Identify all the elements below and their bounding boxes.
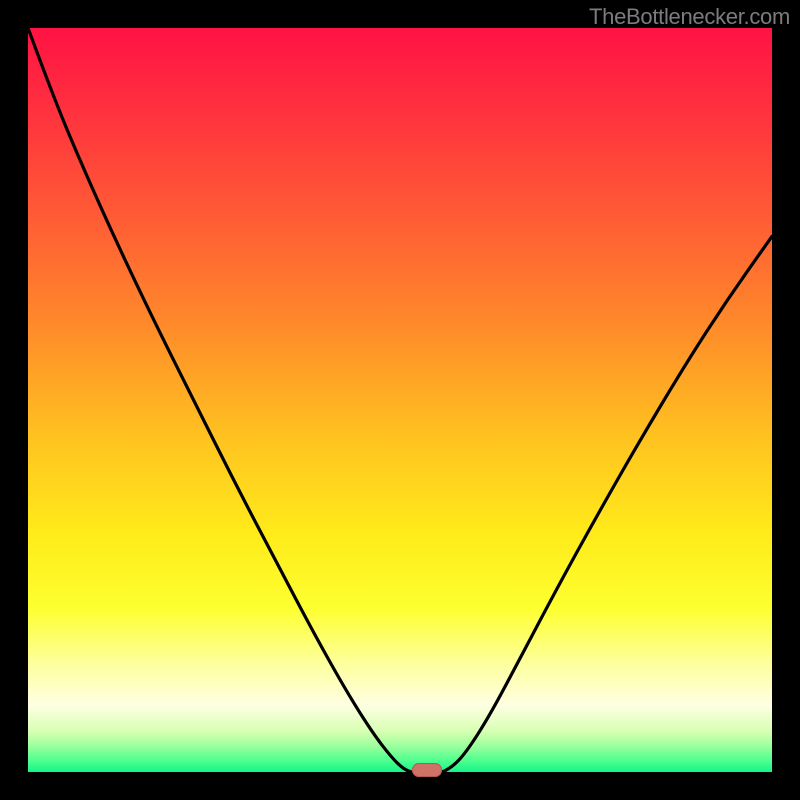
gradient-plot-area [28,28,772,772]
optimum-marker [412,763,442,777]
watermark-text: TheBottlenecker.com [589,4,790,30]
chart-container: TheBottlenecker.com [0,0,800,800]
